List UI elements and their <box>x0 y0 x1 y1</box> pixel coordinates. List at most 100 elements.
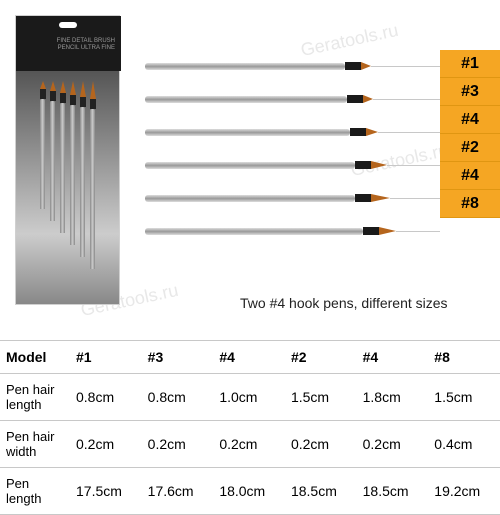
brush-handle <box>145 129 350 136</box>
brush-tip-icon <box>363 95 373 103</box>
package-brush <box>40 81 46 209</box>
package-brush <box>80 81 86 257</box>
brush-ferrule <box>355 161 371 169</box>
spec-table-wrap: Model #1#3#4#2#4#8 Pen hair length0.8cm0… <box>0 340 500 515</box>
table-cell: 17.5cm <box>70 468 142 515</box>
table-cell: 0.8cm <box>70 374 142 421</box>
table-cell: 17.6cm <box>142 468 214 515</box>
table-row: Pen hair length0.8cm0.8cm1.0cm1.5cm1.8cm… <box>0 374 500 421</box>
size-label: #1 <box>440 50 500 78</box>
brush-handle <box>40 99 45 209</box>
table-row-label: Pen hair length <box>0 374 70 421</box>
brush-tip-icon <box>371 161 387 169</box>
brush-tip-icon <box>80 81 86 97</box>
brush-row <box>145 121 378 143</box>
brush-handle <box>50 101 55 221</box>
top-area: FINE DETAIL BRUSH PENCIL ULTRA FINE #1#3… <box>0 0 500 340</box>
brush-row <box>145 220 396 242</box>
brush-handle <box>90 109 95 269</box>
package-text-line: PENCIL ULTRA FINE <box>57 45 115 52</box>
table-cell: 1.8cm <box>357 374 429 421</box>
brush-ferrule <box>363 227 379 235</box>
size-label: #8 <box>440 190 500 218</box>
table-cell: 0.2cm <box>142 421 214 468</box>
table-cell: 0.2cm <box>285 421 357 468</box>
table-cell: 1.5cm <box>428 374 500 421</box>
package-text-line: FINE DETAIL BRUSH <box>57 38 115 45</box>
brush-row <box>145 187 390 209</box>
package-header-text: FINE DETAIL BRUSH PENCIL ULTRA FINE <box>57 38 115 52</box>
brush-handle <box>145 63 345 70</box>
brush-ferrule <box>90 99 96 109</box>
brush-tip-icon <box>60 81 66 93</box>
brush-ferrule <box>350 128 366 136</box>
table-cell: 0.2cm <box>213 421 285 468</box>
size-label: #2 <box>440 134 500 162</box>
table-row-label: Pen length <box>0 468 70 515</box>
brush-tip-icon <box>361 62 371 70</box>
brush-ferrule <box>60 93 66 103</box>
leader-line <box>373 99 440 100</box>
brush-ferrule <box>40 89 46 99</box>
table-cell: 0.4cm <box>428 421 500 468</box>
size-label: #4 <box>440 162 500 190</box>
table-col-header: #8 <box>428 341 500 374</box>
leader-line <box>371 66 440 67</box>
brush-tip-icon <box>366 128 378 136</box>
table-col-header: #3 <box>142 341 214 374</box>
table-cell: 18.5cm <box>357 468 429 515</box>
table-col-header: #4 <box>213 341 285 374</box>
table-header-row: Model #1#3#4#2#4#8 <box>0 341 500 374</box>
package-brush <box>70 81 76 245</box>
brush-ferrule <box>80 97 86 107</box>
leader-line <box>390 198 440 199</box>
table-col-header: #4 <box>357 341 429 374</box>
package-brush <box>90 81 96 269</box>
table-body: Pen hair length0.8cm0.8cm1.0cm1.5cm1.8cm… <box>0 374 500 515</box>
brush-ferrule <box>70 95 76 105</box>
package-header: FINE DETAIL BRUSH PENCIL ULTRA FINE <box>16 16 121 71</box>
brush-ferrule <box>347 95 363 103</box>
table-row: Pen hair width0.2cm0.2cm0.2cm0.2cm0.2cm0… <box>0 421 500 468</box>
brush-ferrule <box>345 62 361 70</box>
package-brush <box>50 81 56 221</box>
package-brush <box>60 81 66 233</box>
table-cell: 0.2cm <box>357 421 429 468</box>
package-body <box>16 71 119 304</box>
table-col-header: #1 <box>70 341 142 374</box>
brush-handle <box>145 96 347 103</box>
brush-row <box>145 55 371 77</box>
table-row-label: Pen hair width <box>0 421 70 468</box>
brush-ferrule <box>355 194 371 202</box>
brush-tip-icon <box>40 81 46 89</box>
leader-line <box>396 231 440 232</box>
table-cell: 1.0cm <box>213 374 285 421</box>
brush-tip-icon <box>50 81 56 91</box>
table-cell: 0.8cm <box>142 374 214 421</box>
table-row: Pen length17.5cm17.6cm18.0cm18.5cm18.5cm… <box>0 468 500 515</box>
brush-handle <box>145 195 355 202</box>
brush-ferrule <box>50 91 56 101</box>
leader-line <box>387 165 440 166</box>
brush-row <box>145 88 373 110</box>
spec-table: Model #1#3#4#2#4#8 Pen hair length0.8cm0… <box>0 340 500 515</box>
size-label: #4 <box>440 106 500 134</box>
table-cell: 19.2cm <box>428 468 500 515</box>
table-corner-label: Model <box>0 341 70 374</box>
brush-tip-icon <box>90 81 96 99</box>
brush-row <box>145 154 387 176</box>
note-text: Two #4 hook pens, different sizes <box>240 295 448 311</box>
brush-tip-icon <box>70 81 76 95</box>
brush-tip-icon <box>379 227 396 235</box>
brush-handle <box>70 105 75 245</box>
product-package: FINE DETAIL BRUSH PENCIL ULTRA FINE <box>15 15 120 305</box>
package-hang-hole <box>59 22 77 28</box>
size-label: #3 <box>440 78 500 106</box>
table-cell: 1.5cm <box>285 374 357 421</box>
brush-tip-icon <box>371 194 390 202</box>
brush-handle <box>145 228 363 235</box>
table-col-header: #2 <box>285 341 357 374</box>
brush-handle <box>60 103 65 233</box>
brush-handle <box>80 107 85 257</box>
table-cell: 0.2cm <box>70 421 142 468</box>
